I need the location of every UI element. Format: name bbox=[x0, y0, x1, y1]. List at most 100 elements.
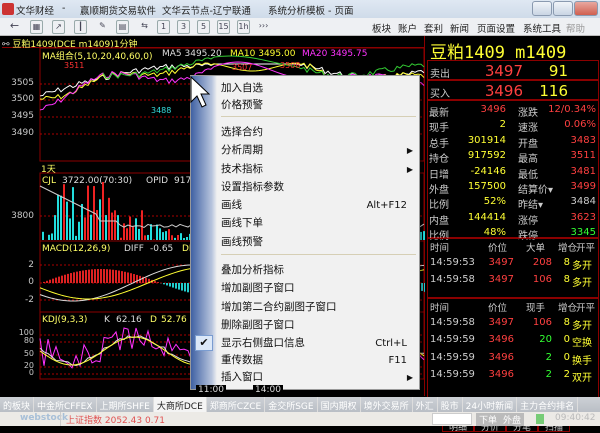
stat-label: 最低 bbox=[518, 166, 538, 181]
period-1-button[interactable]: 1 bbox=[157, 20, 170, 34]
menu-item-label: 增加副图子窗口 bbox=[221, 282, 295, 294]
line-chart-icon[interactable]: ↗ bbox=[52, 20, 65, 34]
period-5-button[interactable]: 5 bbox=[197, 20, 210, 34]
order-button[interactable]: 下单 bbox=[476, 413, 500, 426]
volume-bar bbox=[105, 215, 107, 240]
app-logo-icon bbox=[2, 3, 14, 15]
volume-bar bbox=[120, 238, 122, 240]
maximize-button[interactable] bbox=[553, 1, 573, 16]
ask-row[interactable]: 卖出 3497 91 bbox=[427, 60, 599, 80]
menu-item[interactable]: 增加副图子窗口 bbox=[221, 280, 417, 297]
ask-label: 卖出 bbox=[430, 65, 450, 80]
macd-bar bbox=[91, 269, 93, 283]
table-cell: 8 bbox=[554, 317, 570, 328]
menu-item[interactable]: 插入窗口▶ bbox=[221, 369, 417, 386]
bid-row[interactable]: 买入 3496 116 bbox=[427, 80, 599, 100]
volume-bar bbox=[51, 233, 53, 240]
table-cell: 106 bbox=[522, 317, 552, 328]
grid-icon[interactable]: ▦ bbox=[30, 20, 43, 34]
back-icon[interactable]: ← bbox=[8, 20, 21, 34]
macd-bar bbox=[52, 279, 54, 283]
menu-item[interactable]: 加入自选 bbox=[221, 80, 417, 97]
stat-label: 日增 bbox=[429, 166, 449, 181]
more-button[interactable]: ››› bbox=[257, 20, 270, 34]
opid-label: OPID bbox=[146, 176, 168, 186]
macd-bar bbox=[103, 269, 105, 283]
menu-item[interactable]: 删除副图子窗口 bbox=[221, 317, 417, 334]
table-header: 大单 bbox=[526, 240, 545, 254]
volume-bar bbox=[81, 204, 83, 240]
volume-bar bbox=[174, 238, 176, 240]
menu-news[interactable]: 新闻 bbox=[450, 21, 469, 35]
macd-bar bbox=[82, 270, 84, 283]
clock: 09:40:42 bbox=[555, 413, 595, 423]
volume-bar bbox=[135, 218, 137, 240]
table-cell: 0 bbox=[554, 334, 570, 345]
table-cell: 3496 bbox=[484, 334, 514, 345]
menu-item[interactable]: 画线预警 bbox=[221, 234, 417, 251]
submenu-arrow-icon: ▶ bbox=[407, 161, 413, 178]
bid-volume: 116 bbox=[528, 82, 568, 100]
volume-tick: 3800 bbox=[4, 211, 34, 221]
bid-price: 3496 bbox=[468, 82, 523, 100]
menu-page-settings[interactable]: 页面设置 bbox=[477, 21, 515, 35]
stat-label: 最高 bbox=[518, 150, 538, 165]
volume-bar bbox=[171, 235, 173, 240]
diff-label: DIFF bbox=[124, 244, 144, 254]
save-icon[interactable]: ▤ bbox=[116, 20, 129, 34]
menu-item[interactable]: 画线下单 bbox=[221, 215, 417, 232]
kdj-tick: 80 bbox=[4, 336, 34, 345]
menu-item[interactable]: 设置指标参数 bbox=[221, 179, 417, 196]
diff-value: -0.65 bbox=[150, 244, 173, 254]
switch-icon[interactable]: ⇆ bbox=[138, 20, 151, 34]
stat-value: 917592 bbox=[456, 150, 506, 161]
volume-bar bbox=[423, 231, 425, 240]
menu-help[interactable]: 帮助 bbox=[566, 21, 585, 35]
d-label: D bbox=[150, 315, 157, 325]
close-button[interactable] bbox=[574, 1, 598, 16]
candlestick-icon[interactable]: ┃ bbox=[74, 20, 87, 34]
table-cell: 2 bbox=[522, 369, 552, 380]
ma20-value: MA20 3495.75 bbox=[302, 49, 367, 59]
macd-tick: -2 bbox=[4, 295, 34, 305]
menu-sector[interactable]: 板块 bbox=[372, 21, 391, 35]
menu-arbitrage[interactable]: 套利 bbox=[424, 21, 443, 35]
period-label: 1天 bbox=[41, 162, 56, 175]
draw-icon[interactable]: ✎ bbox=[96, 20, 109, 34]
high-annotation-3: 3508 bbox=[280, 61, 300, 70]
macd-bar bbox=[88, 270, 90, 283]
menu-item[interactable]: 技术指标▶ bbox=[221, 161, 417, 178]
menu-item[interactable]: 叠加分析指标 bbox=[221, 262, 417, 279]
submenu-arrow-icon: ▶ bbox=[407, 369, 413, 386]
menu-item[interactable]: 选择合约 bbox=[221, 124, 417, 141]
menu-account[interactable]: 账户 bbox=[398, 21, 417, 35]
index-ticker[interactable]: 上证指数 2052.43 0.71 bbox=[66, 413, 165, 426]
table-cell: 2 bbox=[522, 352, 552, 363]
stat-value: 3483 bbox=[538, 135, 596, 146]
volume-bar bbox=[126, 228, 128, 240]
period-3-button[interactable]: 3 bbox=[177, 20, 190, 34]
minimize-button[interactable] bbox=[532, 1, 552, 16]
macd-bar bbox=[127, 272, 129, 283]
table-cell: 14:59:58 bbox=[430, 274, 475, 285]
table-header: 开平 bbox=[576, 240, 595, 254]
menu-system-tools[interactable]: 系统工具 bbox=[523, 21, 561, 35]
macd-bar bbox=[85, 270, 87, 283]
menu-item[interactable]: 价格预警 bbox=[221, 97, 417, 114]
menu-item[interactable]: 分析周期▶ bbox=[221, 142, 417, 159]
status-bar: webstock 上证指数 2052.43 0.71 下单 外盘 09:40:4… bbox=[0, 412, 600, 426]
macd-bar bbox=[118, 271, 120, 283]
menu-item[interactable]: 增加第二合约副图子窗口 bbox=[221, 299, 417, 316]
outer-button[interactable]: 外盘 bbox=[500, 413, 524, 426]
period-15-button[interactable]: 15 bbox=[217, 20, 230, 34]
macd-bar bbox=[187, 283, 189, 292]
volume-bar bbox=[66, 202, 68, 240]
title-sep: - bbox=[62, 3, 65, 14]
status-input[interactable] bbox=[432, 413, 472, 425]
volume-bar bbox=[114, 210, 116, 240]
period-1h-button[interactable]: 1h bbox=[237, 20, 250, 34]
